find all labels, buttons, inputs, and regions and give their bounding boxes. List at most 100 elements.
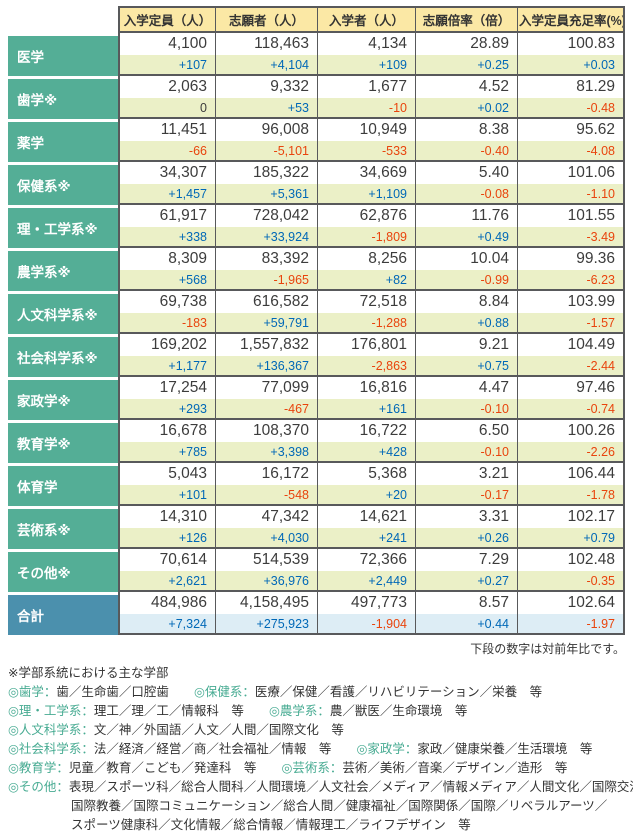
footnote-text: 歯／生命歯／口腔歯 xyxy=(56,685,194,699)
value-cell: 16,816 xyxy=(318,377,416,399)
delta-cell: -467 xyxy=(216,399,318,420)
value-cell: 3.31 xyxy=(416,506,518,528)
delta-cell: +0.02 xyxy=(416,98,518,119)
delta-cell: -0.99 xyxy=(416,270,518,291)
delta-cell: +0.88 xyxy=(416,313,518,334)
row-label: 医学 xyxy=(8,33,118,76)
table-row-main: 医学 4,100 118,463 4,134 28.89 100.83 xyxy=(8,33,625,76)
footnote-category-label: ◎社会科学系： xyxy=(8,742,94,756)
delta-cell: +241 xyxy=(318,528,416,549)
delta-cell: +2,621 xyxy=(118,571,216,592)
delta-cell: +161 xyxy=(318,399,416,420)
delta-cell: -2.26 xyxy=(518,442,625,463)
value-cell: 8,309 xyxy=(118,248,216,270)
delta-cell: +0.49 xyxy=(416,227,518,248)
table-row-main: 芸術系※ 14,310 47,342 14,621 3.31 102.17 xyxy=(8,506,625,549)
footnote-text: 理工／理／工／情報科 等 xyxy=(93,704,269,718)
table-row-main: 歯学※ 2,063 9,332 1,677 4.52 81.29 xyxy=(8,76,625,119)
value-cell: 17,254 xyxy=(118,377,216,399)
delta-cell: -5,101 xyxy=(216,141,318,162)
value-cell: 10,949 xyxy=(318,119,416,141)
delta-cell: -66 xyxy=(118,141,216,162)
value-cell: 8,256 xyxy=(318,248,416,270)
footnote-line: 国際教養／国際コミュニケーション／総合人間／健康福祉／国際関係／国際／リベラルア… xyxy=(8,797,625,816)
table-row-delta: +1,457 +5,361 +1,109 -0.08 -1.10 xyxy=(8,184,625,205)
column-header: 入学者（人） xyxy=(318,6,416,33)
table-row-delta: +2,621 +36,976 +2,449 +0.27 -0.35 xyxy=(8,571,625,592)
value-cell: 16,678 xyxy=(118,420,216,442)
footnote-category-label: ◎保健系： xyxy=(193,685,255,699)
delta-cell: -1,288 xyxy=(318,313,416,334)
delta-cell: -1,965 xyxy=(216,270,318,291)
delta-cell: +293 xyxy=(118,399,216,420)
value-cell: 72,518 xyxy=(318,291,416,313)
delta-cell: -6.23 xyxy=(518,270,625,291)
footnote-category-label: ◎家政学： xyxy=(356,742,418,756)
value-cell: 11,451 xyxy=(118,119,216,141)
table-row-main: 家政学※ 17,254 77,099 16,816 4.47 97.46 xyxy=(8,377,625,420)
footnote-text: 家政／健康栄養／生活環境 等 xyxy=(417,742,593,756)
value-cell: 62,876 xyxy=(318,205,416,227)
table-row-main: 農学系※ 8,309 83,392 8,256 10.04 99.36 xyxy=(8,248,625,291)
delta-cell: +0.03 xyxy=(518,55,625,76)
footnote-line: ◎その他：表現／スポーツ科／総合人間科／人間環境／人文社会／メディア／情報メディ… xyxy=(8,778,633,797)
table-row-delta: +126 +4,030 +241 +0.26 +0.79 xyxy=(8,528,625,549)
delta-cell: -0.10 xyxy=(416,442,518,463)
value-cell: 5,368 xyxy=(318,463,416,485)
delta-cell: -0.48 xyxy=(518,98,625,119)
table-row-delta: +785 +3,398 +428 -0.10 -2.26 xyxy=(8,442,625,463)
table-row-main: 教育学※ 16,678 108,370 16,722 6.50 100.26 xyxy=(8,420,625,463)
table-row-main: 人文科学系※ 69,738 616,582 72,518 8.84 103.99 xyxy=(8,291,625,334)
delta-cell: +0.75 xyxy=(416,356,518,377)
column-header: 志願倍率（倍） xyxy=(416,6,518,33)
delta-cell: +0.26 xyxy=(416,528,518,549)
value-cell: 118,463 xyxy=(216,33,318,55)
value-cell: 4,158,495 xyxy=(216,592,318,614)
delta-cell: +1,457 xyxy=(118,184,216,205)
value-cell: 514,539 xyxy=(216,549,318,571)
value-cell: 83,392 xyxy=(216,248,318,270)
delta-cell: +4,030 xyxy=(216,528,318,549)
value-cell: 77,099 xyxy=(216,377,318,399)
delta-cell: -0.08 xyxy=(416,184,518,205)
value-cell: 728,042 xyxy=(216,205,318,227)
value-cell: 497,773 xyxy=(318,592,416,614)
value-cell: 61,917 xyxy=(118,205,216,227)
table-row-delta: +107 +4,104 +109 +0.25 +0.03 xyxy=(8,55,625,76)
row-label: 農学系※ xyxy=(8,248,118,291)
delta-cell: +0.27 xyxy=(416,571,518,592)
delta-cell: -1.78 xyxy=(518,485,625,506)
value-cell: 100.26 xyxy=(518,420,625,442)
row-label: 合計 xyxy=(8,592,118,635)
value-cell: 2,063 xyxy=(118,76,216,98)
table-row-delta: +293 -467 +161 -0.10 -0.74 xyxy=(8,399,625,420)
delta-cell: -2.44 xyxy=(518,356,625,377)
row-label: その他※ xyxy=(8,549,118,592)
value-cell: 4,100 xyxy=(118,33,216,55)
delta-cell: +275,923 xyxy=(216,614,318,635)
delta-cell: -1,904 xyxy=(318,614,416,635)
value-cell: 176,801 xyxy=(318,334,416,356)
value-cell: 69,738 xyxy=(118,291,216,313)
row-label: 芸術系※ xyxy=(8,506,118,549)
value-cell: 99.36 xyxy=(518,248,625,270)
delta-cell: -0.10 xyxy=(416,399,518,420)
footnote-text: 文／神／外国語／人文／人間／国際文化 等 xyxy=(93,723,344,737)
delta-cell: +7,324 xyxy=(118,614,216,635)
footnote-category-label: ◎人文科学系： xyxy=(8,723,94,737)
table-row-main: 保健系※ 34,307 185,322 34,669 5.40 101.06 xyxy=(8,162,625,205)
column-header: 入学定員（人） xyxy=(118,6,216,33)
footnote-line: ◎教育学：児童／教育／こども／発達科 等 ◎芸術系：芸術／美術／音楽／デザイン／… xyxy=(8,759,625,778)
delta-cell: -533 xyxy=(318,141,416,162)
row-label: 家政学※ xyxy=(8,377,118,420)
footnote-category-label: ◎芸術系： xyxy=(281,761,343,775)
table-row-main: 薬学 11,451 96,008 10,949 8.38 95.62 xyxy=(8,119,625,162)
footnote-text: 児童／教育／こども／発達科 等 xyxy=(68,761,282,775)
value-cell: 70,614 xyxy=(118,549,216,571)
value-cell: 106.44 xyxy=(518,463,625,485)
value-cell: 14,621 xyxy=(318,506,416,528)
value-cell: 34,669 xyxy=(318,162,416,184)
value-cell: 9,332 xyxy=(216,76,318,98)
footnote-category-label: ◎農学系： xyxy=(268,704,330,718)
